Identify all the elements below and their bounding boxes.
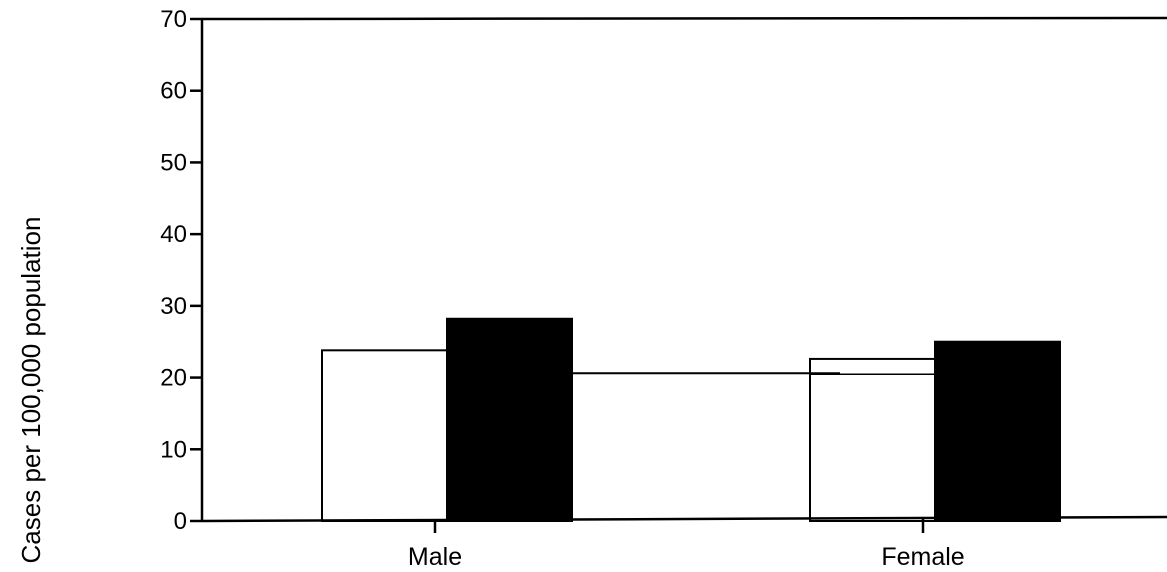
- y-tick-label: 0: [174, 508, 187, 535]
- bar-female-series-2: [934, 340, 1061, 523]
- y-axis-title-text: Cases per 100,000 population: [16, 217, 46, 564]
- bar-female-series-1: [809, 357, 936, 522]
- axes-frame: [200, 16, 1167, 523]
- plot-area: [321, 317, 1061, 523]
- y-tick-label: 60: [160, 78, 187, 105]
- x-axis-line: [201, 515, 1167, 523]
- y-tick-label: 20: [160, 365, 187, 392]
- bar-male-series-2: [446, 317, 573, 522]
- y-axis-title: Cases per 100,000 population: [16, 217, 46, 564]
- y-tick-label: 10: [160, 436, 187, 463]
- bar-male-series-1: [321, 349, 448, 522]
- x-category-label: Female: [881, 543, 964, 571]
- y-tick-label: 30: [160, 293, 187, 320]
- y-tick-label: 70: [160, 6, 187, 33]
- y-tick-label: 40: [160, 221, 187, 248]
- x-axis-ticks: Male Female: [408, 519, 965, 571]
- top-border-line: [201, 16, 1167, 21]
- x-category-label: Male: [408, 543, 462, 571]
- y-tick-label: 50: [160, 149, 187, 176]
- y-axis-ticks: 0 10 20 30 40 50 60 70: [160, 6, 202, 535]
